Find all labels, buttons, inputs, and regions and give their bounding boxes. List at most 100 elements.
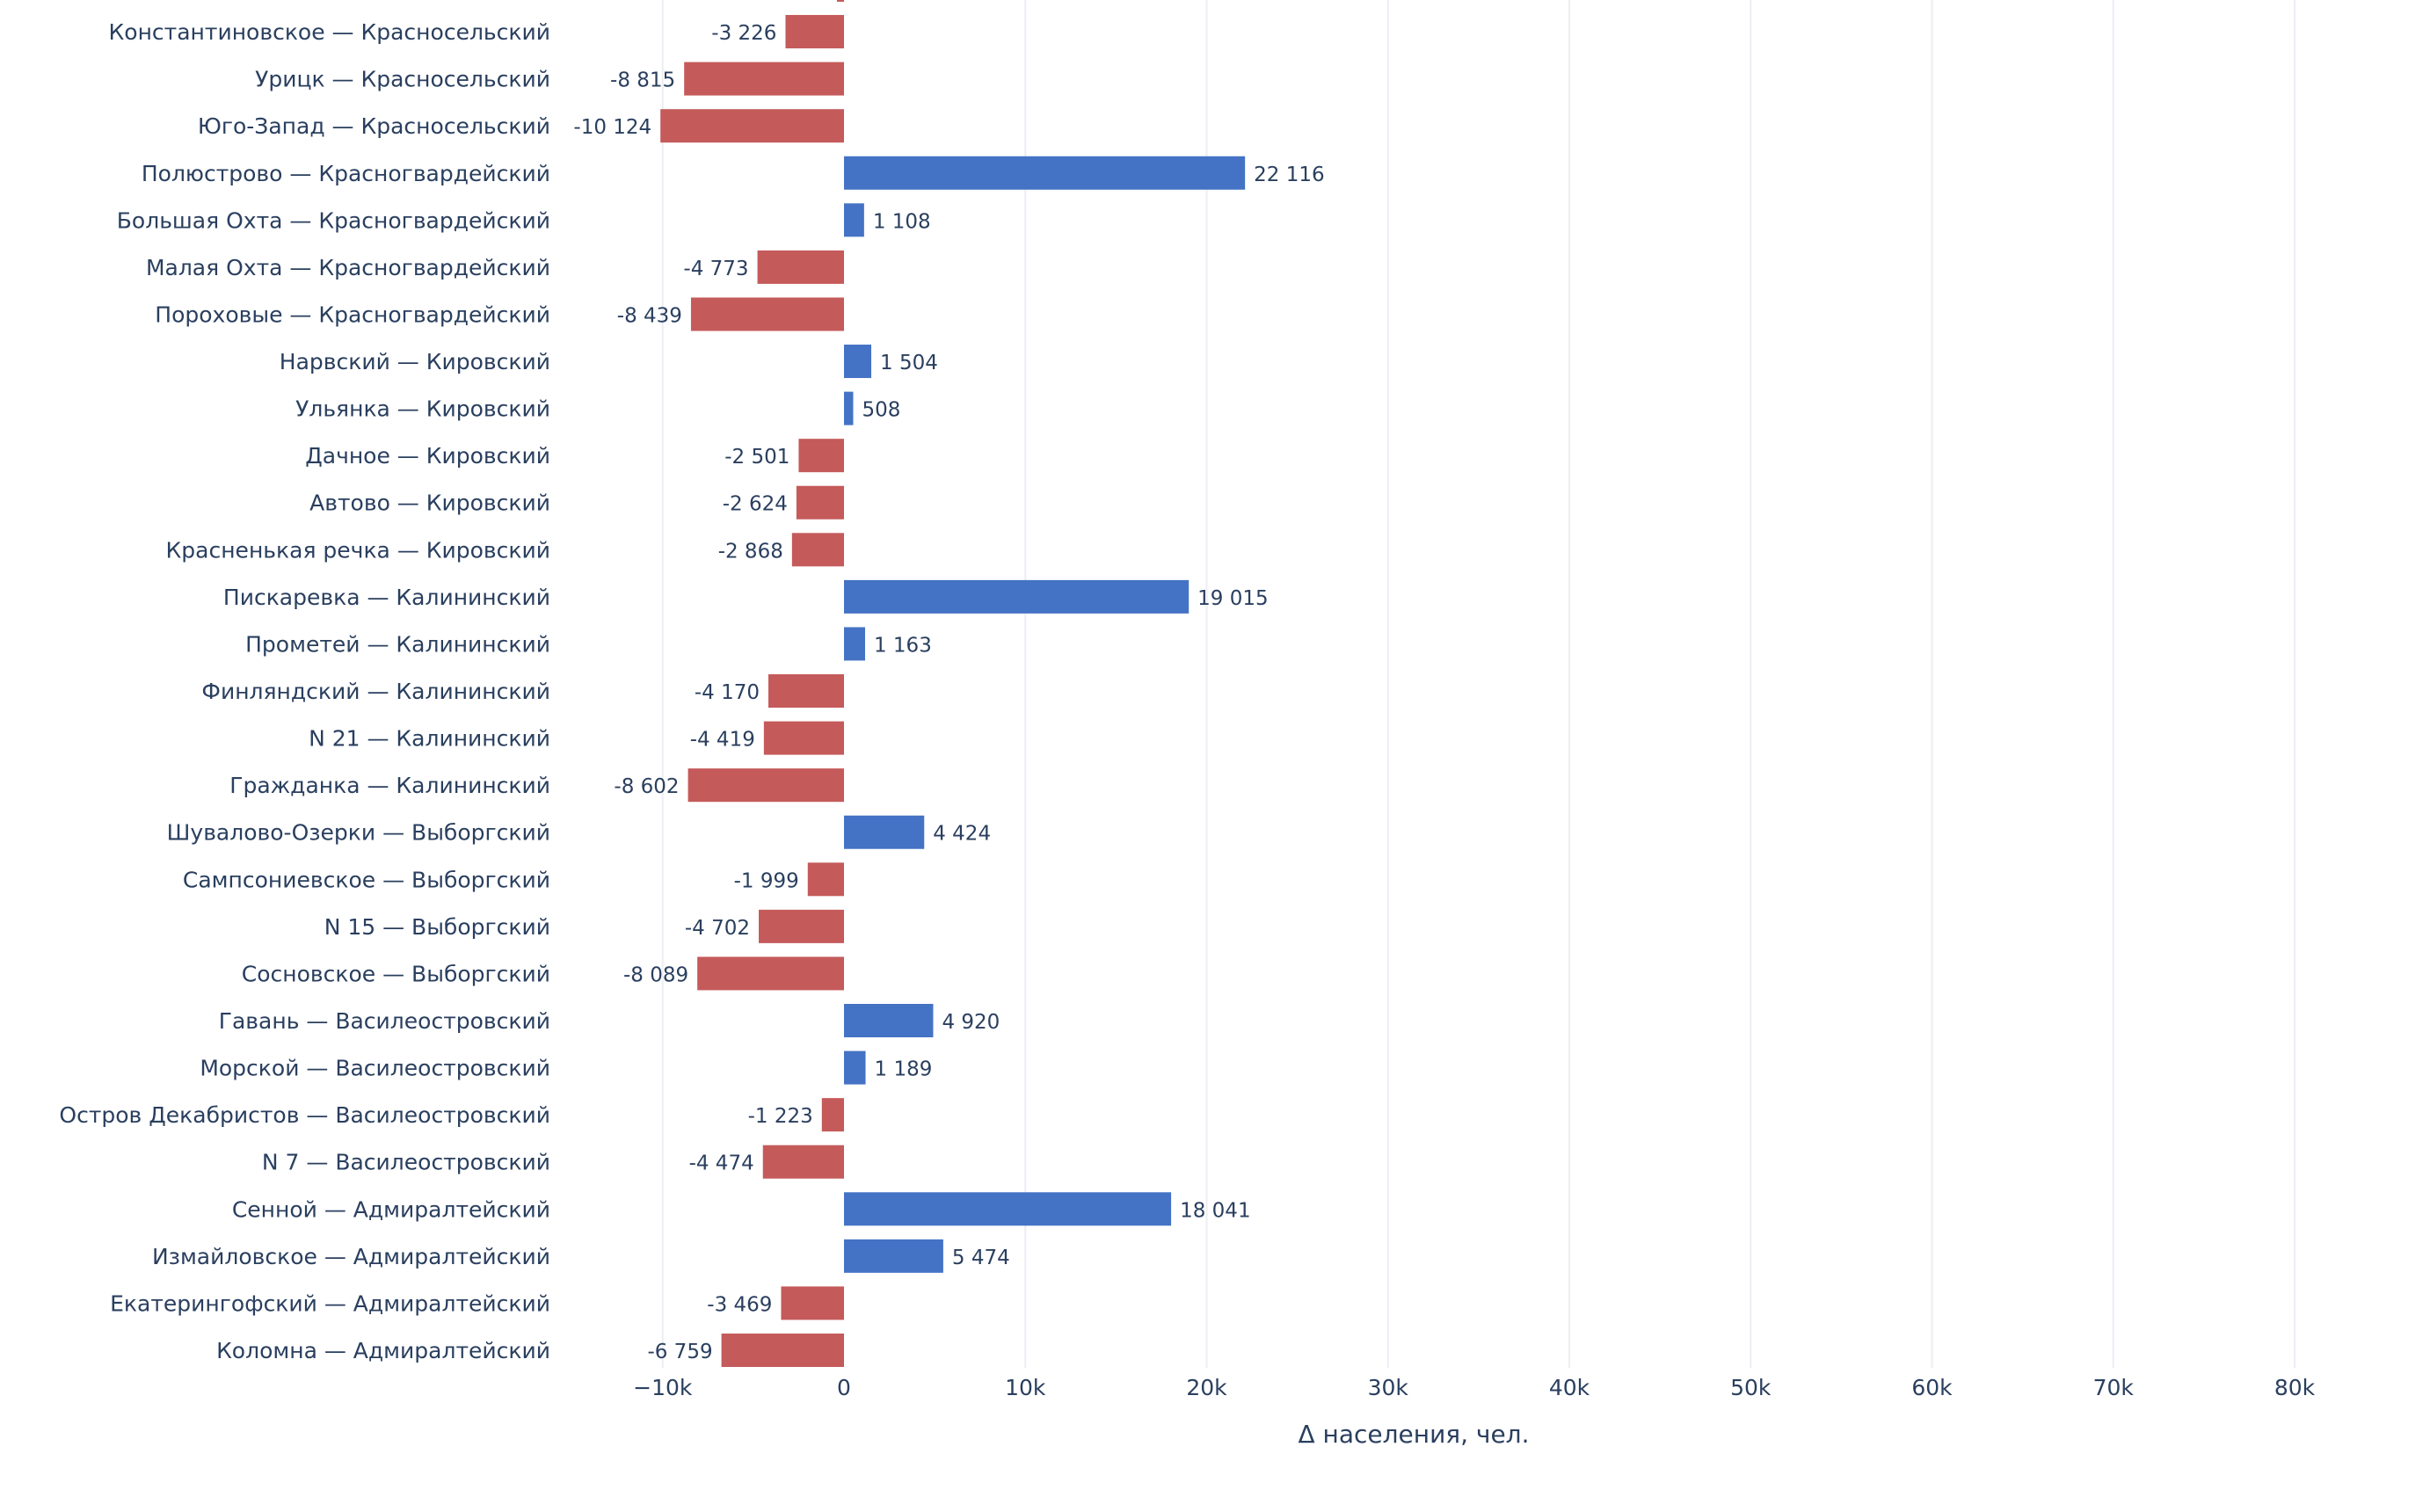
bar	[757, 250, 844, 284]
value-label: -3 469	[707, 1293, 772, 1316]
bar	[759, 909, 844, 943]
value-label: -8 089	[623, 963, 688, 986]
bar	[844, 203, 864, 237]
value-label: -2 624	[723, 493, 788, 516]
grid-lines	[661, 0, 2295, 1368]
category-label: Морской — Василеостровский	[200, 1056, 550, 1081]
value-label: -4 419	[690, 729, 755, 752]
x-tick-labels: −10k 0 10k 20k 30k 40k 50k 60k 70k 80k	[633, 1375, 2316, 1400]
value-label: -10 124	[573, 116, 651, 139]
bar	[844, 391, 854, 425]
value-label: -8 439	[617, 304, 682, 327]
category-label: Константиновское — Красносельский	[109, 19, 550, 45]
category-label: Гражданка — Калининский	[229, 773, 550, 798]
x-tick-label: 70k	[2093, 1375, 2135, 1400]
value-label: -2 868	[718, 540, 783, 563]
category-label: Пороховые — Красногвардейский	[155, 302, 550, 327]
value-label: -6 759	[647, 1341, 712, 1363]
value-label: 4 920	[942, 1011, 1000, 1034]
bar	[763, 721, 844, 755]
category-label: Прометей — Калининский	[245, 631, 550, 657]
value-label: 5 474	[952, 1247, 1010, 1269]
bar	[721, 1334, 844, 1367]
x-tick-label: 0	[837, 1375, 851, 1400]
value-label: 22 116	[1254, 164, 1324, 186]
category-label: N 21 — Калининский	[309, 726, 550, 752]
bar	[798, 439, 844, 473]
bar	[660, 109, 844, 143]
category-label: Пискаревка — Калининский	[223, 585, 550, 610]
category-label: N 7 — Василеостровский	[262, 1150, 550, 1175]
bar	[844, 1239, 943, 1273]
bar	[844, 627, 865, 661]
value-label: -8 815	[610, 69, 675, 92]
value-label: 1 504	[880, 352, 938, 374]
x-tick-label: 40k	[1549, 1375, 1590, 1400]
category-label: Сампсониевское — Выборгский	[183, 867, 550, 892]
bar	[768, 674, 844, 709]
category-label: Екатерингофский — Адмиралтейский	[110, 1290, 550, 1316]
value-label: 508	[862, 399, 900, 422]
category-label: Финляндский — Калининский	[201, 679, 550, 704]
category-label: Измайловское — Адмиралтейский	[152, 1244, 550, 1269]
bar	[844, 345, 872, 379]
category-label: Дачное — Кировский	[305, 443, 550, 469]
x-tick-label: 80k	[2274, 1375, 2316, 1400]
value-label: 1 108	[873, 210, 931, 233]
value-label: 1 189	[875, 1058, 933, 1081]
category-label: N 15 — Выборгский	[324, 914, 550, 940]
category-label: Сенной — Адмиралтейский	[232, 1196, 550, 1222]
category-label: Автово — Кировский	[309, 491, 550, 516]
value-label: -3 226	[711, 22, 776, 45]
x-tick-label: 10k	[1005, 1375, 1046, 1400]
bar	[697, 956, 844, 991]
value-label: -1 223	[748, 1105, 813, 1128]
bar	[807, 862, 844, 897]
value-label: 19 015	[1197, 587, 1268, 610]
value-label: -8 602	[614, 775, 679, 798]
category-label: Красненькая речка — Кировский	[166, 537, 550, 563]
bar	[844, 156, 1246, 190]
bar	[684, 62, 844, 96]
value-label: 4 424	[933, 823, 991, 846]
category-label: Полюстрово — Красногвардейский	[142, 161, 550, 186]
x-tick-label: −10k	[633, 1375, 693, 1400]
value-label: 1 163	[874, 634, 932, 657]
bar	[791, 533, 844, 567]
category-label: Сосновское — Выборгский	[242, 961, 550, 986]
bar	[844, 1004, 934, 1038]
bar	[796, 485, 844, 520]
value-label: 18 041	[1180, 1199, 1250, 1222]
category-label: Коломна — Адмиралтейский	[216, 1338, 550, 1363]
bar-clipped	[837, 0, 844, 2]
bar	[762, 1145, 844, 1179]
bar	[821, 1098, 844, 1132]
category-label: Шувалово-Озерки — Выборгский	[167, 820, 550, 846]
value-label: -4 170	[695, 681, 760, 704]
x-tick-label: 60k	[1911, 1375, 1953, 1400]
category-label: Остров Декабристов — Василеостровский	[59, 1102, 550, 1128]
bar	[785, 15, 844, 49]
x-tick-label: 50k	[1730, 1375, 1772, 1400]
category-label: Гавань — Василеостровский	[219, 1008, 550, 1034]
category-labels: Коломна — Адмиралтейский Екатерингофский …	[59, 19, 550, 1363]
x-tick-label: 20k	[1186, 1375, 1227, 1400]
value-label: -4 773	[683, 258, 748, 280]
bar	[844, 815, 925, 849]
value-label: -2 501	[724, 446, 789, 469]
bar	[844, 579, 1190, 614]
category-label: Ульянка — Кировский	[295, 396, 550, 422]
category-label: Нарвский — Кировский	[280, 349, 550, 374]
value-label: -4 702	[685, 917, 750, 940]
category-label: Большая Охта — Красногвардейский	[117, 207, 550, 233]
bar	[690, 297, 844, 331]
bars	[660, 0, 1246, 1367]
value-label: -4 474	[689, 1152, 754, 1175]
value-label: -1 999	[734, 869, 799, 892]
bar	[781, 1286, 844, 1320]
bar	[688, 768, 844, 803]
value-labels: -6 759 -3 469 5 474 18 041 -4 474 -1 223 1 189…	[573, 22, 1324, 1363]
category-label: Малая Охта — Красногвардейский	[146, 255, 550, 280]
category-label: Урицк — Красносельский	[255, 67, 550, 92]
